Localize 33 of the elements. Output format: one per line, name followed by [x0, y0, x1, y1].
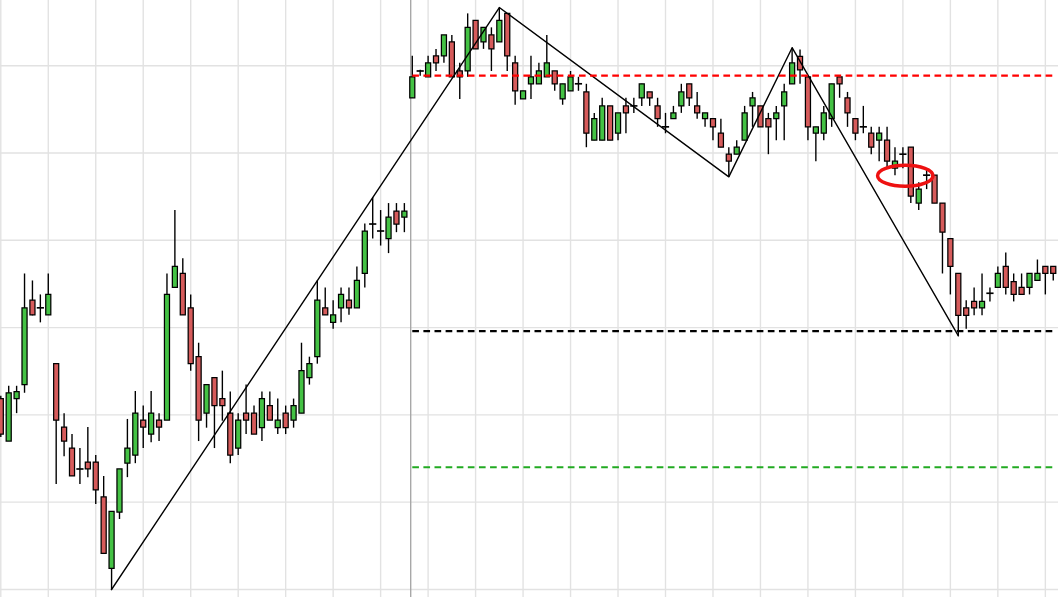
candlestick: [717, 118, 725, 148]
candlestick: [147, 390, 155, 443]
candlestick: [432, 48, 440, 72]
candlestick: [986, 286, 994, 303]
candlestick: [1002, 251, 1009, 296]
candlestick: [661, 112, 670, 134]
candlestick: [140, 404, 147, 449]
candlestick: [915, 181, 922, 211]
candlestick: [709, 118, 717, 141]
candlestick: [844, 91, 851, 128]
candlestick: [369, 196, 377, 240]
candlestick: [266, 390, 273, 421]
candlestick: [440, 34, 448, 64]
candlestick: [409, 55, 416, 99]
candlestick: [155, 412, 163, 442]
candlestick: [329, 299, 337, 330]
candlestick: [60, 412, 68, 457]
candlestick: [654, 97, 661, 128]
candlestick: [250, 404, 258, 435]
candlestick: [242, 383, 250, 435]
candlestick: [171, 209, 179, 289]
candlestick: [868, 126, 875, 155]
candlestick: [812, 126, 820, 162]
candlestick: [725, 146, 732, 178]
candlestick: [876, 126, 883, 162]
candlestick: [994, 265, 1002, 289]
candlestick: [693, 91, 701, 120]
candlestick: [614, 112, 622, 141]
candlestick: [337, 286, 345, 324]
candlestick: [781, 83, 788, 141]
candlestick: [883, 126, 891, 169]
candlestick: [963, 299, 970, 330]
candlestick: [527, 55, 535, 100]
